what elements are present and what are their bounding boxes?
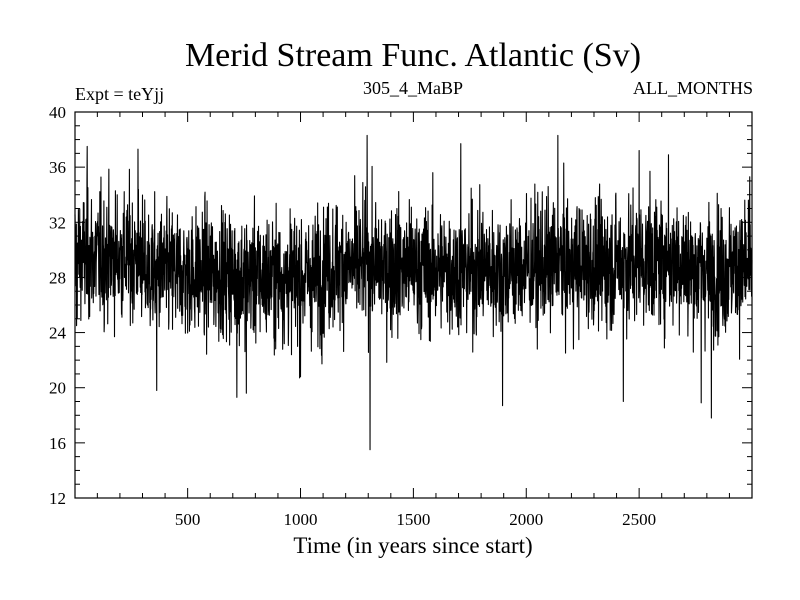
y-tick-label: 16 <box>49 434 66 453</box>
y-tick-label: 32 <box>49 213 66 232</box>
x-tick-label: 500 <box>175 510 201 529</box>
y-tick-label: 12 <box>49 489 66 508</box>
x-tick-label: 2500 <box>622 510 656 529</box>
period-label: 305_4_MaBP <box>363 78 463 98</box>
series-line <box>74 134 753 451</box>
y-tick-label: 40 <box>49 103 66 122</box>
x-tick-label: 2000 <box>509 510 543 529</box>
y-tick-label: 28 <box>49 268 66 287</box>
y-tick-label: 20 <box>49 379 66 398</box>
y-tick-label: 24 <box>49 324 67 343</box>
series-layer <box>74 134 753 451</box>
y-tick-label: 36 <box>49 158 66 177</box>
plot-frame <box>74 111 753 499</box>
chart-title: Merid Stream Func. Atlantic (Sv) <box>185 37 641 74</box>
x-axis-label: Time (in years since start) <box>293 533 532 558</box>
months-label: ALL_MONTHS <box>633 78 753 98</box>
x-tick-label: 1500 <box>396 510 430 529</box>
experiment-label: Expt = teYjj <box>75 84 164 104</box>
x-tick-label: 1000 <box>284 510 318 529</box>
tick-labels-layer: 12 16 20 24 28 32 36 40 500 1000 1500 2000 2500 <box>49 103 656 529</box>
